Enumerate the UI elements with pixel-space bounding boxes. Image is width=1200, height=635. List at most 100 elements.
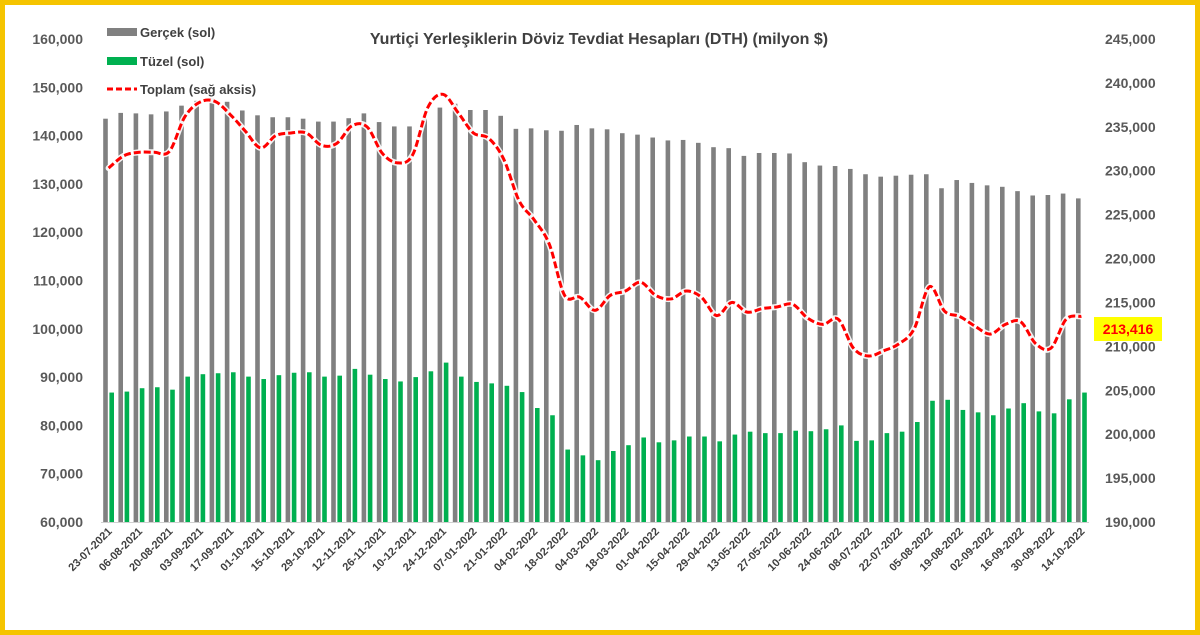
legend-label-gercek: Gerçek (sol) (140, 25, 215, 40)
legend-item-gercek: Gerçek (sol) (107, 25, 215, 40)
gercek-bar (1060, 193, 1066, 522)
total-line-series (105, 91, 1085, 360)
left-y-tick-label: 100,000 (32, 321, 83, 337)
gercek-bar (468, 110, 473, 522)
total-line-halo (105, 91, 1085, 360)
gercek-bar (1015, 191, 1020, 522)
right-y-tick-label: 220,000 (1105, 251, 1156, 267)
gercek-bar (270, 117, 275, 522)
tuzel-bar (671, 440, 677, 522)
right-y-tick-label: 215,000 (1105, 294, 1156, 310)
tuzel-bar (641, 437, 646, 522)
legend-swatch-gercek (107, 28, 137, 36)
tuzel-bar (398, 381, 403, 522)
right-y-tick-label: 210,000 (1105, 338, 1156, 354)
tuzel-bar (580, 455, 586, 522)
tuzel-bar (459, 376, 464, 522)
gercek-bar (559, 130, 564, 522)
right-y-tick-label: 190,000 (1105, 514, 1156, 530)
left-y-tick-label: 150,000 (32, 79, 83, 95)
gercek-bar (361, 113, 367, 522)
tuzel-bar (930, 400, 935, 522)
gercek-bar (711, 147, 716, 522)
left-y-tick-label: 130,000 (32, 176, 83, 192)
tuzel-bar (428, 371, 434, 522)
legend-item-toplam: Toplam (sağ aksis) (107, 82, 256, 97)
tuzel-bar (611, 451, 616, 522)
tuzel-bar (991, 415, 996, 522)
tuzel-bar (702, 436, 707, 522)
tuzel-bar (975, 412, 981, 522)
gercek-bar (513, 128, 519, 522)
tuzel-bar (155, 387, 160, 522)
tuzel-bar (823, 429, 829, 522)
tuzel-bar (519, 392, 525, 522)
gercek-bar (1076, 198, 1081, 522)
gercek-bar (1030, 195, 1035, 523)
gercek-bar (680, 139, 686, 522)
tuzel-bar (565, 449, 570, 522)
gercek-bar (726, 148, 731, 522)
gercek-bar (772, 152, 777, 523)
legend-item-tuzel: Tüzel (sol) (107, 54, 204, 69)
gercek-bar (103, 118, 108, 522)
tuzel-bar (139, 388, 145, 522)
gercek-bar (665, 140, 671, 522)
tuzel-bar (109, 392, 114, 522)
right-y-tick-label: 240,000 (1105, 75, 1156, 91)
gercek-bar (194, 100, 199, 522)
gercek-bar (908, 174, 914, 522)
left-y-tick-label: 70,000 (40, 466, 83, 482)
right-y-tick-label: 230,000 (1105, 163, 1156, 179)
callout-value: 213,416 (1103, 321, 1154, 337)
tuzel-bar (732, 434, 738, 522)
tuzel-bar (884, 433, 890, 522)
chart-title: Yurtiçi Yerleşiklerin Döviz Tevdiat Hesa… (370, 31, 828, 48)
right-y-tick-label: 245,000 (1105, 31, 1156, 47)
gercek-bar (452, 103, 458, 522)
gercek-bar (209, 97, 215, 523)
gercek-bar (787, 153, 792, 522)
gercek-bar (148, 114, 154, 522)
tuzel-bar (200, 374, 206, 522)
tuzel-bar (215, 373, 221, 522)
gercek-bar (696, 142, 701, 522)
gercek-bar (620, 133, 625, 522)
left-y-axis: 60,000 70,000 80,000 90,000 100,000 110,000 12… (32, 31, 83, 530)
x-axis: 23-07-202106-08-202120-08-202103-09-2021… (66, 522, 1089, 574)
tuzel-bar (1006, 408, 1011, 522)
tuzel-bar (656, 442, 662, 522)
legend-label-toplam: Toplam (sağ aksis) (140, 82, 256, 97)
tuzel-bar (915, 422, 920, 522)
left-y-tick-label: 140,000 (32, 128, 83, 144)
gercek-bar (863, 174, 868, 523)
gercek-bar (574, 124, 579, 522)
tuzel-bar (1036, 411, 1042, 522)
gercek-bar (635, 134, 640, 522)
tuzel-bar (899, 431, 905, 522)
gercek-bar (331, 121, 336, 522)
legend: Gerçek (sol) Tüzel (sol) Toplam (sağ aks… (107, 25, 256, 97)
tuzel-bar (246, 376, 251, 522)
gercek-bar (300, 118, 306, 522)
gercek-bar (316, 121, 321, 522)
gercek-bar (437, 107, 443, 522)
left-y-tick-label: 160,000 (32, 31, 83, 47)
right-y-tick-label: 195,000 (1105, 470, 1156, 486)
tuzel-bar (763, 433, 768, 522)
tuzel-bar (717, 441, 722, 522)
callout-box (1094, 317, 1162, 341)
right-y-tick-label: 225,000 (1105, 207, 1156, 223)
tuzel-bar (261, 379, 266, 522)
bar-series (103, 97, 1087, 523)
gercek-bar (528, 128, 534, 523)
tuzel-bar (124, 391, 130, 522)
left-y-tick-label: 90,000 (40, 369, 83, 385)
gercek-bar (589, 128, 595, 523)
tuzel-bar (839, 425, 844, 522)
left-y-tick-label: 60,000 (40, 514, 83, 530)
tuzel-bar (185, 376, 190, 522)
tuzel-bar (352, 368, 358, 522)
gercek-bar (392, 126, 397, 523)
